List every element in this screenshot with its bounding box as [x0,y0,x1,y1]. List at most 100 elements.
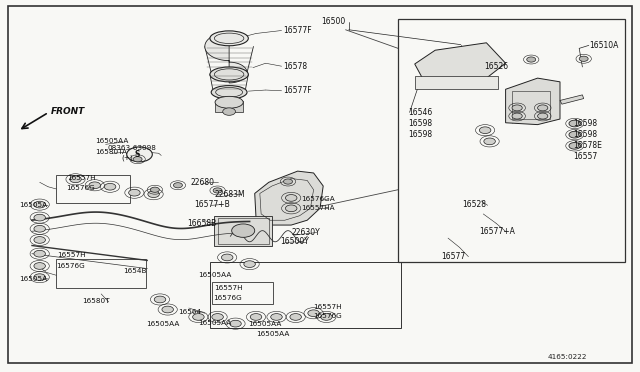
Ellipse shape [133,157,142,162]
Text: 16528: 16528 [462,200,486,209]
Ellipse shape [154,296,166,303]
Ellipse shape [34,263,45,269]
Ellipse shape [173,183,182,188]
Ellipse shape [210,31,248,46]
Text: 16577F: 16577F [284,26,312,35]
Ellipse shape [212,314,223,320]
Bar [512,91,550,119]
Bar [210,262,401,328]
Text: 16576G: 16576G [56,263,85,269]
Ellipse shape [162,306,173,313]
Ellipse shape [250,314,262,320]
Ellipse shape [34,237,45,243]
Polygon shape [255,171,323,225]
Ellipse shape [193,314,204,320]
Text: 16557H: 16557H [58,252,86,258]
Text: 16500: 16500 [321,17,346,26]
Ellipse shape [34,274,45,280]
Text: 16580TA: 16580TA [95,149,127,155]
Text: 16505AA: 16505AA [198,272,232,278]
Ellipse shape [232,224,255,237]
Text: 16578E: 16578E [573,141,602,150]
Text: 16577+B: 16577+B [194,200,230,209]
Text: 22680: 22680 [191,178,215,187]
Bar [215,101,243,112]
Bar [398,19,625,262]
Text: S: S [135,150,140,159]
Ellipse shape [512,105,522,111]
Ellipse shape [285,195,297,201]
Ellipse shape [221,254,233,261]
Ellipse shape [104,183,116,190]
Ellipse shape [223,108,236,115]
Text: 16557H: 16557H [314,304,342,310]
Polygon shape [205,32,247,83]
Bar [212,282,273,304]
Text: 16598: 16598 [573,119,597,128]
Text: 16598: 16598 [408,119,433,128]
Text: 16598: 16598 [573,130,597,139]
Ellipse shape [213,188,222,193]
Ellipse shape [210,67,248,82]
Text: 16576G: 16576G [314,313,342,319]
Text: 16557HA: 16557HA [301,205,335,211]
Ellipse shape [512,113,522,119]
Ellipse shape [284,179,292,184]
Text: 4165:0222: 4165:0222 [547,354,587,360]
Ellipse shape [127,147,152,162]
Ellipse shape [579,56,588,61]
Bar [56,259,146,288]
Text: FRONT: FRONT [51,107,86,116]
Bar [415,76,498,89]
Ellipse shape [527,57,536,62]
Ellipse shape [215,96,243,108]
Text: 08363-63098: 08363-63098 [108,145,156,151]
Ellipse shape [129,189,140,196]
Polygon shape [560,95,584,104]
Text: 1654B: 1654B [123,268,147,274]
Text: 16577+A: 16577+A [479,227,515,236]
Text: 16576G: 16576G [213,295,242,301]
Bar [218,218,269,244]
Ellipse shape [211,86,247,99]
Ellipse shape [569,120,580,127]
Ellipse shape [148,191,159,198]
Ellipse shape [34,225,45,232]
Bar [214,216,272,246]
Text: 16557: 16557 [573,153,597,161]
Text: 16526: 16526 [484,62,508,71]
Ellipse shape [290,314,301,320]
Ellipse shape [230,320,241,327]
Text: 16577F: 16577F [284,86,312,95]
Ellipse shape [34,250,45,257]
Ellipse shape [484,138,495,145]
Text: 16505AA: 16505AA [248,321,282,327]
Ellipse shape [244,261,255,267]
Text: 16546: 16546 [408,108,433,117]
Text: 16505AA: 16505AA [95,138,128,144]
Text: 16564: 16564 [178,310,201,315]
Text: 16505A: 16505A [19,202,47,208]
Text: 16576G: 16576G [66,185,95,191]
Text: 16505AA: 16505AA [256,331,289,337]
Ellipse shape [538,105,548,111]
Text: 16557H: 16557H [67,175,96,181]
Ellipse shape [569,142,580,149]
Ellipse shape [271,314,282,320]
Text: 16576GA: 16576GA [301,196,335,202]
Ellipse shape [479,127,491,134]
Text: 16500Y: 16500Y [280,237,309,246]
Ellipse shape [308,310,319,317]
Text: 16505AA: 16505AA [146,321,179,327]
Ellipse shape [89,182,100,189]
Text: 16510A: 16510A [589,41,618,50]
Text: 16580T: 16580T [82,298,109,304]
Text: 16577: 16577 [442,252,466,261]
Text: 16505AA: 16505AA [198,320,232,326]
Polygon shape [415,43,506,78]
Ellipse shape [569,131,580,138]
Text: 16658B: 16658B [187,219,216,228]
Ellipse shape [34,214,45,221]
Ellipse shape [538,113,548,119]
Text: 16557H: 16557H [214,285,243,291]
